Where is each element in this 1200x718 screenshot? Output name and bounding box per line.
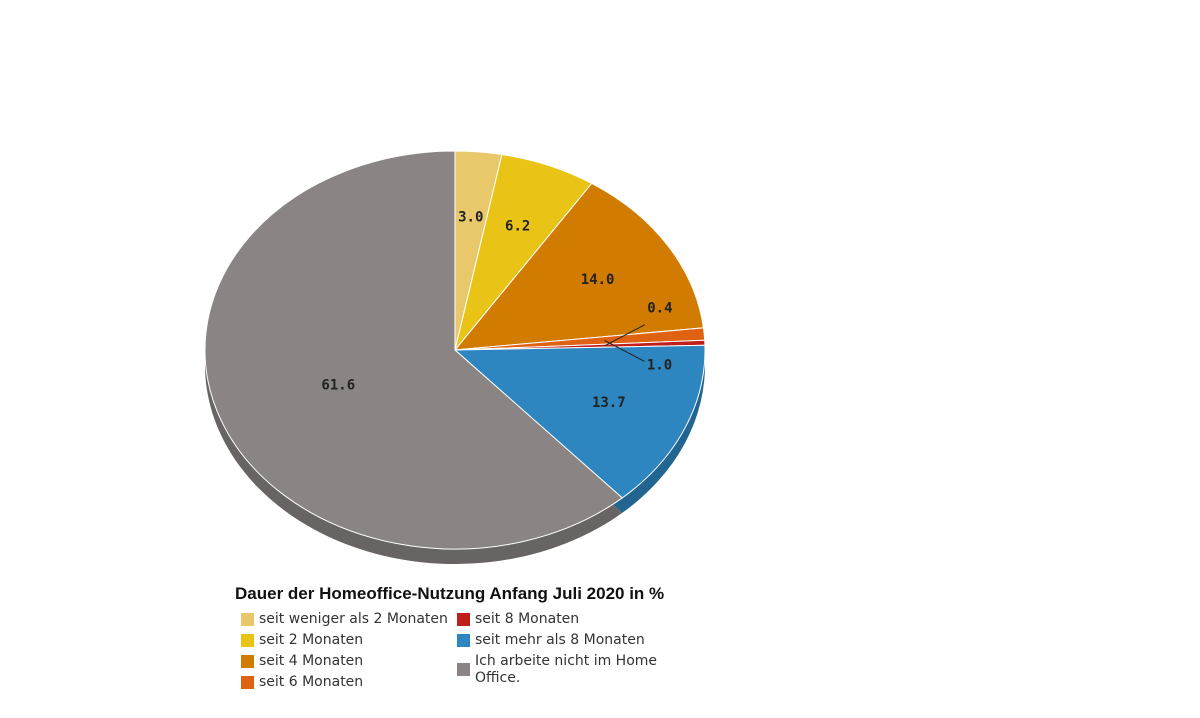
legend-swatch bbox=[457, 634, 470, 647]
legend-item: seit 6 Monaten bbox=[241, 674, 363, 691]
data-label: 61.6 bbox=[321, 378, 355, 394]
data-label: 14.0 bbox=[581, 272, 615, 288]
legend-item: seit 4 Monaten bbox=[241, 653, 363, 670]
leader-line bbox=[604, 324, 646, 347]
pie-slice bbox=[453, 344, 706, 499]
legend-label: seit 2 Monaten bbox=[259, 632, 364, 648]
legend-item: seit mehr als 8 Monaten bbox=[457, 632, 667, 649]
legend-item: seit 2 Monaten bbox=[241, 632, 363, 649]
legend-swatch bbox=[241, 634, 254, 647]
data-label: 3.0 bbox=[458, 209, 483, 225]
legend-item: Ich arbeite nicht im Home Office. bbox=[457, 653, 667, 687]
pie-slice bbox=[204, 150, 624, 550]
legend-label: seit 8 Monaten bbox=[475, 611, 580, 627]
legend-item: seit 8 Monaten bbox=[457, 611, 667, 628]
legend-swatch bbox=[241, 655, 254, 668]
legend-swatch bbox=[457, 613, 470, 626]
legend-swatch bbox=[241, 676, 254, 689]
legend-swatch bbox=[241, 613, 254, 626]
legend-label: seit 4 Monaten bbox=[259, 653, 364, 669]
pie-slice bbox=[453, 182, 705, 351]
data-label: 6.2 bbox=[505, 218, 530, 234]
legend-label: seit weniger als 2 Monaten bbox=[259, 611, 448, 627]
legend-label: seit mehr als 8 Monaten bbox=[475, 632, 645, 648]
legend-item: seit weniger als 2 Monaten bbox=[241, 611, 448, 628]
legend-swatch bbox=[457, 663, 470, 676]
chart-title: Dauer der Homeoffice-Nutzung Anfang Juli… bbox=[235, 584, 665, 603]
data-label: 13.7 bbox=[592, 395, 626, 411]
legend-label: seit 6 Monaten bbox=[259, 674, 364, 690]
data-label: 1.0 bbox=[647, 357, 672, 373]
data-label: 0.4 bbox=[647, 301, 672, 317]
legend-label: Ich arbeite nicht im Home Office. bbox=[475, 653, 658, 686]
leader-line bbox=[604, 339, 645, 362]
